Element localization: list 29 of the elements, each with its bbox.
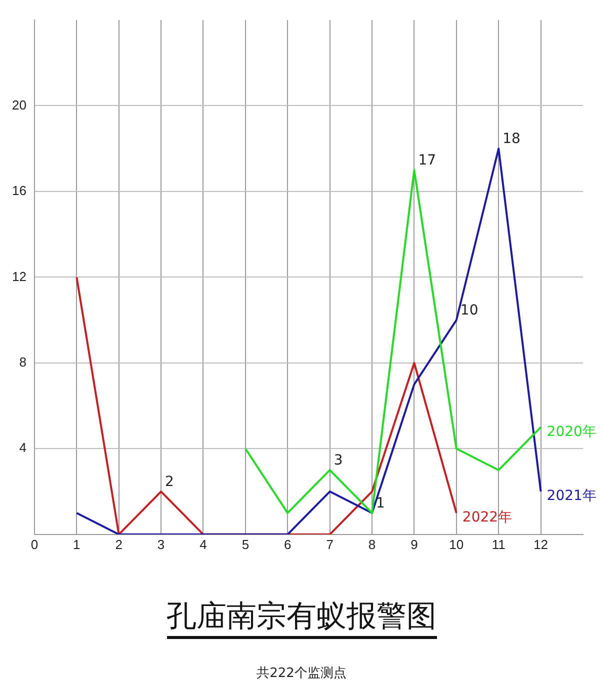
x-tick-label: 4 [200, 536, 207, 552]
text: 孔庙南宗有蚁报警图 [166, 599, 436, 639]
x-tick-label: 8 [368, 536, 376, 552]
x-tick-label: 2 [115, 536, 122, 552]
x-tick-label: 5 [242, 536, 250, 552]
y-tick-label: 12 [12, 268, 26, 284]
x-tick-label: 1 [73, 536, 80, 552]
annotation: 10 [460, 302, 478, 319]
x-tick-label: 10 [449, 536, 464, 552]
y-tick-label: 16 [12, 183, 26, 198]
annotation: 3 [334, 452, 343, 469]
x-tick-label: 7 [326, 536, 334, 552]
series-label: 2022年 [462, 510, 512, 526]
x-tick-label: 6 [284, 536, 292, 552]
series-label: 2020年 [546, 424, 596, 440]
x-tick-label: 9 [410, 536, 418, 552]
y-tick-label: 8 [19, 354, 26, 370]
annotation: 18 [502, 131, 520, 148]
series-label: 2021年 [546, 488, 596, 504]
x-tick-label: 11 [492, 536, 506, 552]
annotation: 2 [165, 474, 174, 490]
y-tick-label: 20 [12, 97, 26, 112]
x-tick-label: 12 [534, 536, 548, 552]
x-tick-label: 0 [30, 536, 38, 552]
text: 共222个监测点 [256, 665, 348, 682]
y-tick-label: 4 [19, 440, 26, 456]
x-tick-label: 3 [157, 536, 165, 552]
annotation: 1 [376, 496, 385, 512]
annotation: 17 [418, 152, 436, 169]
